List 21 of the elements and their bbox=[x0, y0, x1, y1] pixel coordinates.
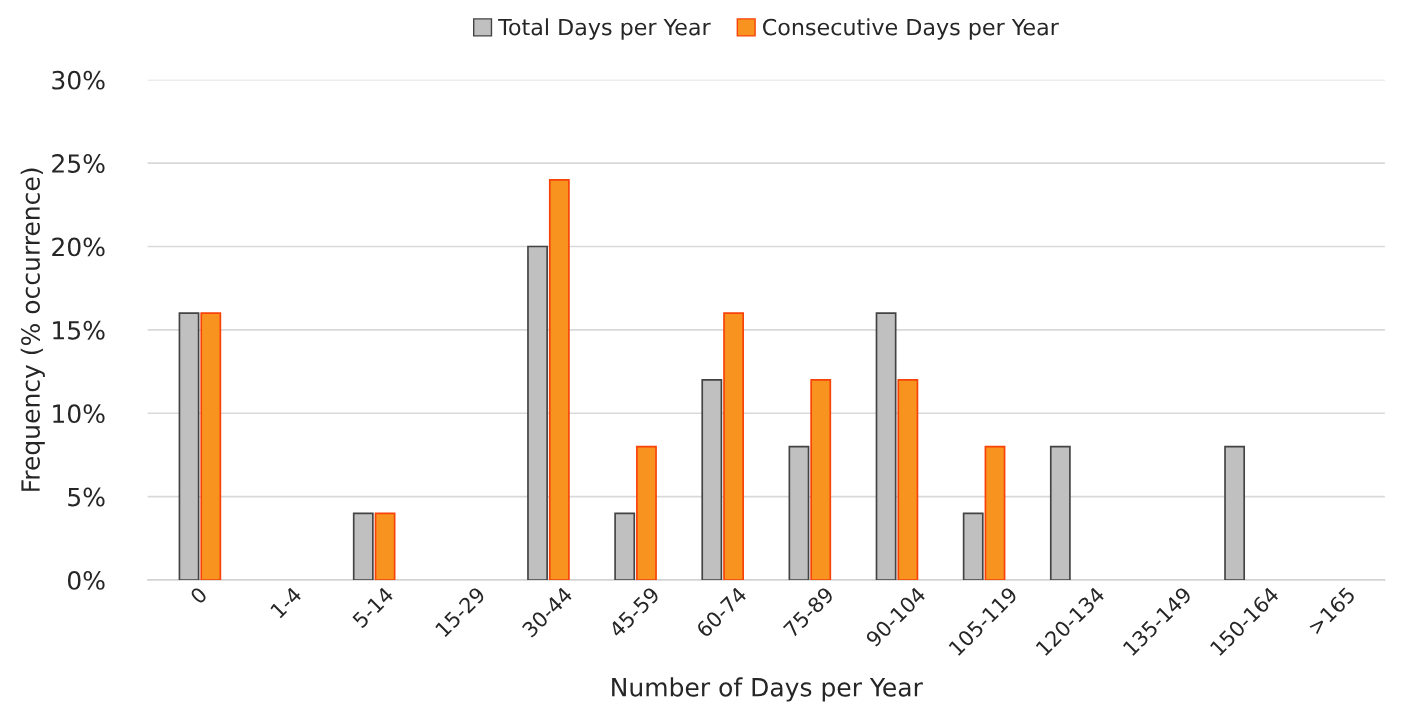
bar bbox=[984, 445, 1006, 580]
y-tick-label: 10% bbox=[53, 404, 105, 424]
x-axis-title: Number of Days per Year bbox=[612, 677, 923, 702]
bar bbox=[897, 379, 919, 580]
bar bbox=[636, 445, 657, 580]
x-tick-label: 0 bbox=[189, 586, 208, 605]
y-tick-label: 0% bbox=[67, 570, 105, 590]
y-tick-label: 20% bbox=[52, 237, 105, 257]
bar bbox=[374, 512, 396, 580]
y-tick-label: 15% bbox=[53, 320, 105, 340]
y-tick-label: 25% bbox=[52, 154, 105, 173]
y-tick-label: 30% bbox=[52, 70, 105, 90]
y-axis-title: Frequency (% occurrence) bbox=[20, 168, 45, 491]
y-tick-label: 5% bbox=[68, 487, 105, 507]
legend-label: Total Days per Year bbox=[498, 18, 711, 40]
bar bbox=[810, 379, 832, 580]
x-tick-label: 1-4 bbox=[269, 586, 303, 619]
legend-label: Consecutive Days per Year bbox=[763, 18, 1059, 40]
bar bbox=[548, 178, 570, 580]
bar bbox=[200, 312, 222, 580]
bar bbox=[723, 312, 745, 580]
